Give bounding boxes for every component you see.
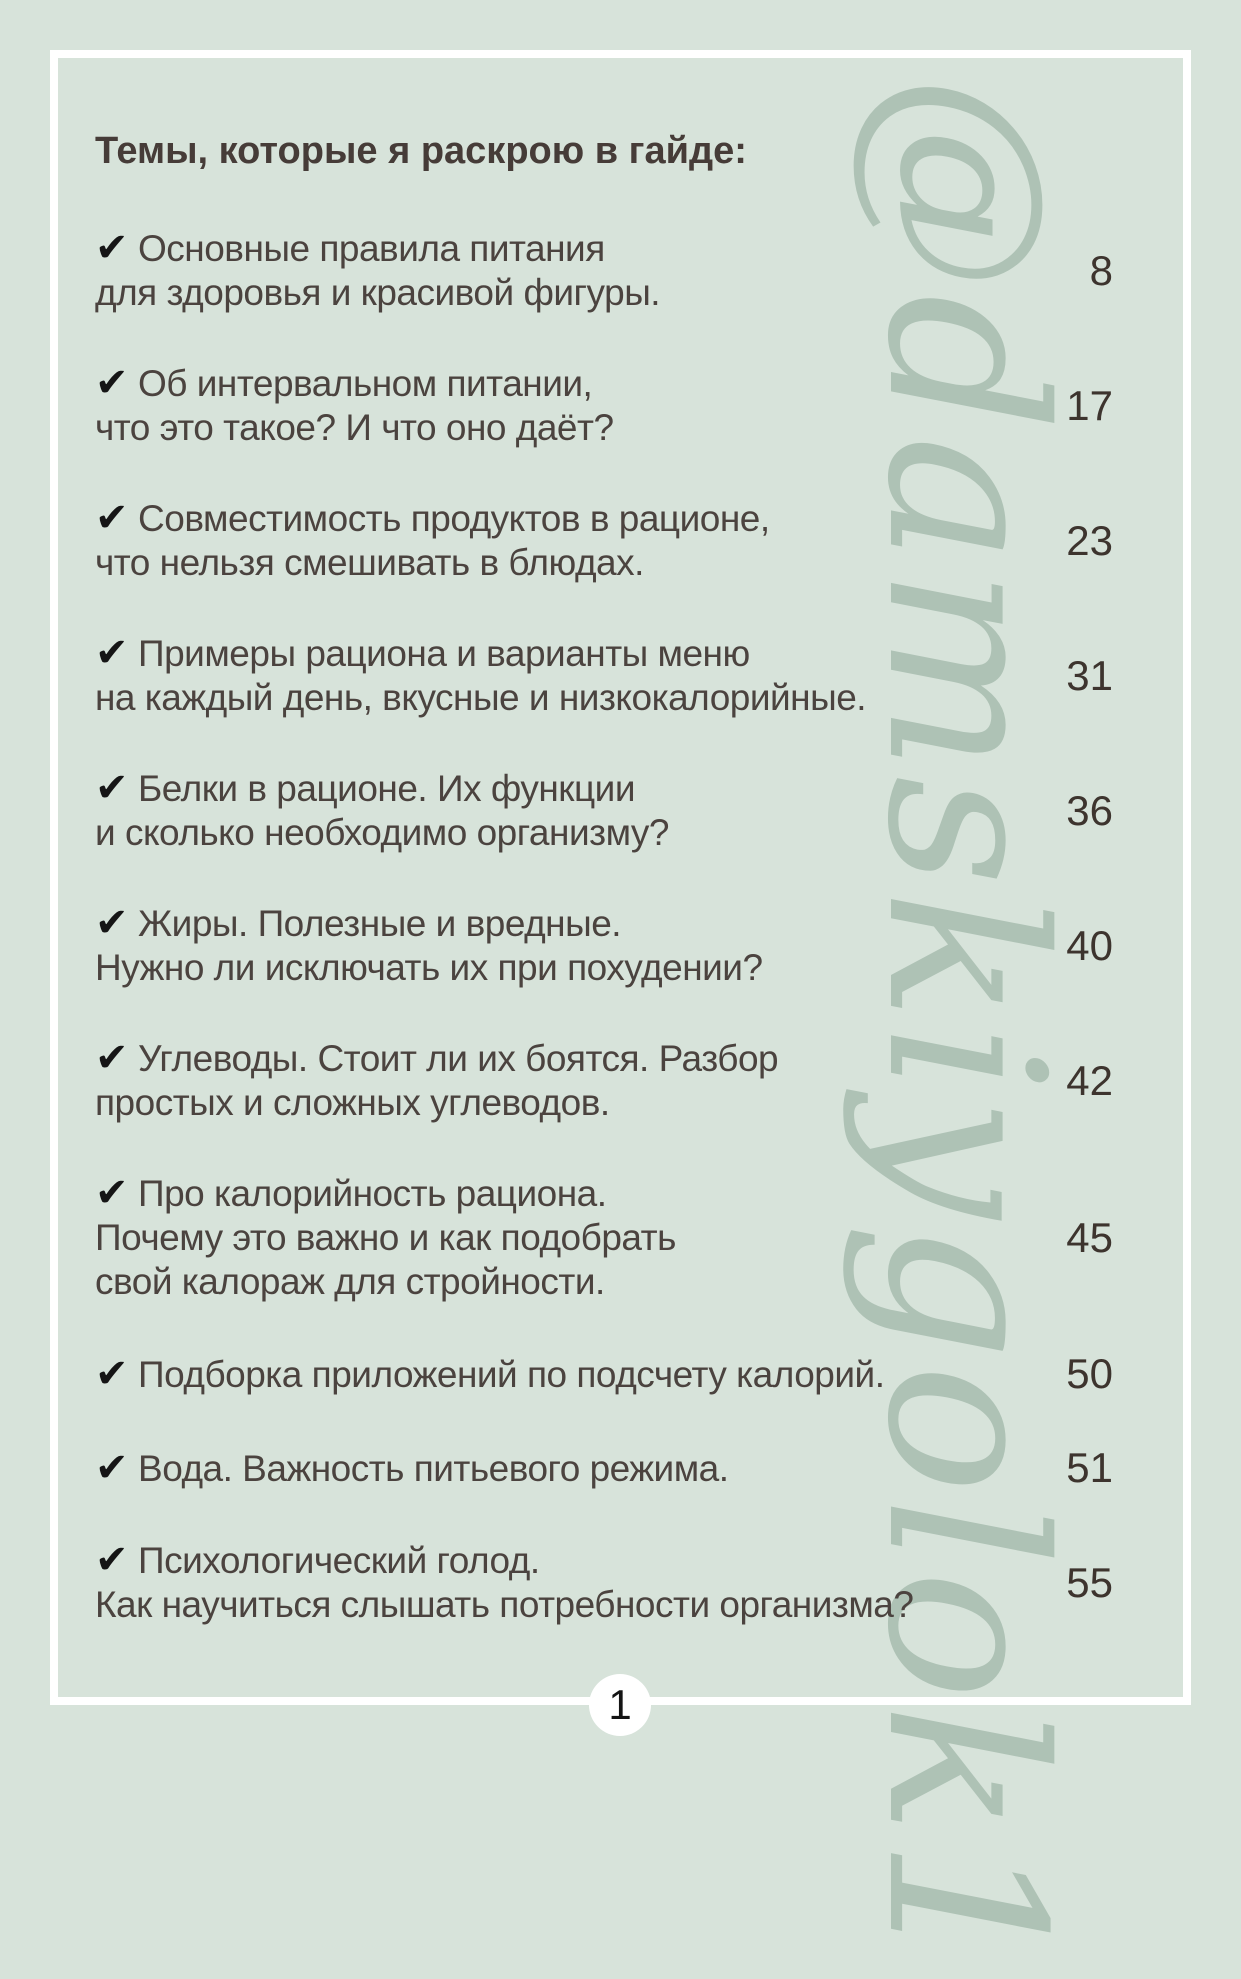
checkmark-icon: ✔ — [95, 495, 129, 541]
checkmark-icon: ✔ — [95, 1350, 129, 1397]
toc-page-number: 40 — [1066, 921, 1113, 969]
toc-item: ✔ Белки в рационе. Их функции и сколько не… — [95, 766, 1113, 855]
toc-item-text: ✔ Углеводы. Стоит ли их боятся. Разбор про… — [95, 1035, 779, 1123]
toc-item: ✔ Основные правила питания для здоровья и … — [95, 226, 1113, 315]
checkmark-icon: ✔ — [95, 225, 129, 271]
page-title: Темы, которые я раскрою в гайде: — [95, 130, 747, 172]
toc-item: ✔ Жиры. Полезные и вредные. Нужно ли исклю… — [95, 901, 1113, 990]
checkmark-icon: ✔ — [95, 900, 129, 946]
watermark-handle: @damskiygolok1 — [840, 75, 1091, 1979]
page-number: 1 — [608, 1681, 632, 1728]
toc-item-text: ✔ Жиры. Полезные и вредные. Нужно ли исклю… — [95, 900, 763, 988]
toc-item-text: ✔ Белки в рационе. Их функции и сколько не… — [95, 765, 670, 853]
page-number-badge: 1 — [589, 1674, 651, 1736]
toc-item-text: ✔ Основные правила питания для здоровья и … — [95, 225, 661, 313]
toc-item-text: ✔ Про калорийность рациона. Почему это важ… — [95, 1170, 676, 1302]
toc-page-number: 55 — [1066, 1558, 1113, 1606]
toc-item: ✔ Психологический голод. Как научиться слы… — [95, 1538, 1113, 1627]
toc-item: ✔ Совместимость продуктов в рационе, что н… — [95, 496, 1113, 585]
checkmark-icon: ✔ — [95, 360, 129, 406]
page-content: Темы, которые я раскрою в гайде: ✔ Основн… — [58, 58, 1183, 1697]
toc-item-text: ✔ Подборка приложений по подсчету калорий… — [95, 1350, 885, 1397]
toc-item: ✔ Об интервальном питании, что это такое? … — [95, 361, 1113, 450]
checkmark-icon: ✔ — [95, 1035, 129, 1081]
toc-item: ✔ Подборка приложений по подсчету калорий… — [95, 1350, 1113, 1398]
toc-page-number: 36 — [1066, 786, 1113, 834]
checkmark-icon: ✔ — [95, 765, 129, 811]
checkmark-icon: ✔ — [95, 630, 129, 676]
toc-list: ✔ Основные правила питания для здоровья и … — [95, 226, 1113, 1627]
toc-item-text: ✔ Вода. Важность питьевого режима. — [95, 1444, 729, 1491]
toc-page-number: 51 — [1066, 1444, 1113, 1491]
toc-page-number: 8 — [1089, 246, 1113, 294]
toc-item-text: ✔ Примеры рациона и варианты меню на кажды… — [95, 630, 867, 718]
toc-page-number: 17 — [1066, 381, 1113, 429]
checkmark-icon: ✔ — [95, 1444, 129, 1491]
toc-item-text: ✔ Совместимость продуктов в рационе, что н… — [95, 495, 770, 583]
toc-item: ✔ Примеры рациона и варианты меню на кажды… — [95, 631, 1113, 720]
checkmark-icon: ✔ — [95, 1170, 129, 1216]
toc-page-number: 45 — [1066, 1213, 1113, 1261]
toc-item: ✔ Вода. Важность питьевого режима. 51 — [95, 1444, 1113, 1492]
checkmark-icon: ✔ — [95, 1537, 129, 1583]
toc-item-text: ✔ Об интервальном питании, что это такое? … — [95, 360, 614, 448]
toc-item-text: ✔ Психологический голод. Как научиться слы… — [95, 1537, 914, 1625]
toc-item: ✔ Углеводы. Стоит ли их боятся. Разбор про… — [95, 1036, 1113, 1125]
toc-page-number: 31 — [1066, 651, 1113, 699]
toc-item: ✔ Про калорийность рациона. Почему это важ… — [95, 1171, 1113, 1304]
toc-page-number: 50 — [1066, 1350, 1113, 1397]
toc-page-number: 23 — [1066, 516, 1113, 564]
toc-page-number: 42 — [1066, 1056, 1113, 1104]
